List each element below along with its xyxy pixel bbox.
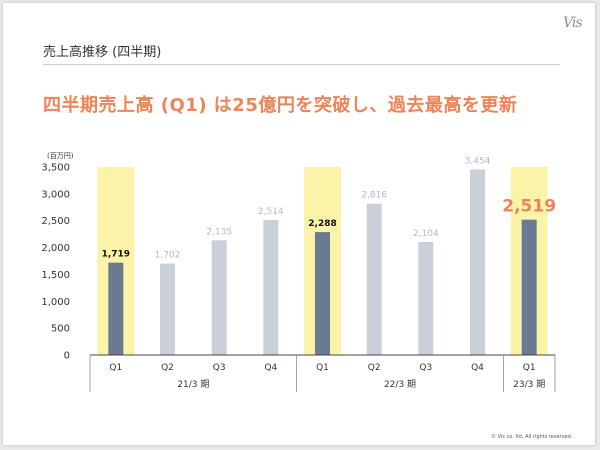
x-tick-label: Q3 <box>419 363 432 373</box>
bar <box>315 232 330 355</box>
x-tick-label: Q4 <box>471 363 484 373</box>
bar <box>418 241 434 355</box>
y-tick-label: 2,500 <box>41 216 70 227</box>
x-tick-label: Q1 <box>109 363 122 373</box>
y-tick-label: 3,000 <box>41 189 70 200</box>
y-tick-label: 500 <box>51 324 70 335</box>
group-label: 22/3 期 <box>384 379 416 390</box>
data-label: 2,104 <box>413 229 439 239</box>
bar <box>366 203 382 355</box>
x-tick-label: Q4 <box>264 363 277 373</box>
bar <box>521 219 537 355</box>
title-divider <box>43 64 560 65</box>
group-label: 23/3 期 <box>513 379 545 390</box>
company-logo: Vis <box>563 15 583 31</box>
bar <box>160 263 175 355</box>
data-label: 1,719 <box>102 250 130 260</box>
bar <box>211 240 227 355</box>
x-tick-label: Q1 <box>316 363 329 373</box>
bar <box>108 262 124 355</box>
y-tick-label: 0 <box>64 351 70 362</box>
data-label: 3,454 <box>465 156 491 166</box>
y-tick-label: 2,000 <box>41 243 70 254</box>
headline: 四半期売上高 (Q1) は25億円を突破し、過去最高を更新 <box>43 95 518 116</box>
y-tick-label: 1,500 <box>41 270 70 281</box>
copyright-notice: © Vis co. ltd. All rights reserved. <box>491 434 573 440</box>
y-tick-label: 3,500 <box>41 163 70 174</box>
x-tick-label: Q2 <box>161 363 174 373</box>
y-axis-unit-label: (百万円) <box>47 152 74 160</box>
x-tick-label: Q3 <box>213 363 226 373</box>
page-title: 売上高推移 (四半期) <box>43 45 162 60</box>
group-label: 21/3 期 <box>177 379 209 390</box>
data-label: 2,816 <box>361 191 387 201</box>
y-tick-label: 1,000 <box>41 297 70 308</box>
data-label: 2,288 <box>308 219 336 229</box>
x-tick-label: Q2 <box>368 363 381 373</box>
bar <box>263 219 279 355</box>
x-tick-label: Q1 <box>523 363 536 373</box>
data-label: 2,514 <box>258 207 284 217</box>
data-label: 2,519 <box>502 197 556 217</box>
data-label: 1,702 <box>155 251 181 261</box>
bar <box>470 169 485 355</box>
data-label: 2,135 <box>206 227 232 237</box>
